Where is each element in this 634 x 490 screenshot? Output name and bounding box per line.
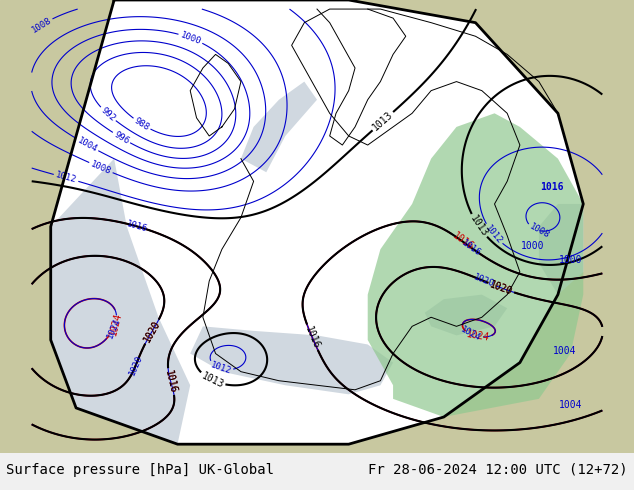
Polygon shape <box>241 82 317 172</box>
Text: 1004: 1004 <box>559 400 583 410</box>
Text: 1012: 1012 <box>55 171 77 185</box>
Text: 1004: 1004 <box>552 345 576 356</box>
Text: 1013: 1013 <box>468 213 489 239</box>
Text: Fr 28-06-2024 12:00 UTC (12+72): Fr 28-06-2024 12:00 UTC (12+72) <box>368 463 628 477</box>
Text: 1004: 1004 <box>75 135 99 154</box>
Text: 1016: 1016 <box>163 369 178 394</box>
Text: 1024: 1024 <box>108 311 123 336</box>
Text: 1013: 1013 <box>200 370 225 390</box>
Text: 1000: 1000 <box>521 241 545 251</box>
Text: 1020: 1020 <box>142 319 162 344</box>
Text: 1024: 1024 <box>459 325 482 343</box>
Text: 1013: 1013 <box>371 110 395 133</box>
Text: 1020: 1020 <box>472 273 496 289</box>
Text: 1020: 1020 <box>488 279 514 296</box>
Text: 1008: 1008 <box>527 221 551 240</box>
Text: 1024: 1024 <box>105 316 122 340</box>
Text: 1024: 1024 <box>465 330 491 343</box>
Text: 1016: 1016 <box>540 182 564 193</box>
Text: 1016: 1016 <box>460 238 482 258</box>
Polygon shape <box>425 294 507 335</box>
Text: 1020: 1020 <box>142 319 162 344</box>
Polygon shape <box>539 204 583 294</box>
Text: 1016: 1016 <box>125 219 148 234</box>
Polygon shape <box>190 326 393 394</box>
Text: 1012: 1012 <box>209 361 232 376</box>
Text: 996: 996 <box>112 130 131 146</box>
Text: 1020: 1020 <box>127 354 144 377</box>
Polygon shape <box>368 113 583 417</box>
Text: 1000: 1000 <box>559 255 583 265</box>
Text: Surface pressure [hPa] UK-Global: Surface pressure [hPa] UK-Global <box>6 463 275 477</box>
Polygon shape <box>51 0 583 444</box>
Text: 1008: 1008 <box>89 159 113 176</box>
Text: 1016: 1016 <box>451 231 476 253</box>
Text: 1000: 1000 <box>179 30 202 46</box>
Text: 1008: 1008 <box>30 16 53 35</box>
Polygon shape <box>51 159 190 444</box>
Text: 988: 988 <box>133 116 151 132</box>
Text: 1012: 1012 <box>483 223 504 245</box>
Text: 992: 992 <box>99 105 117 123</box>
Text: 1016: 1016 <box>303 324 321 350</box>
Text: 1016: 1016 <box>163 369 178 394</box>
Text: 1020: 1020 <box>488 279 514 296</box>
